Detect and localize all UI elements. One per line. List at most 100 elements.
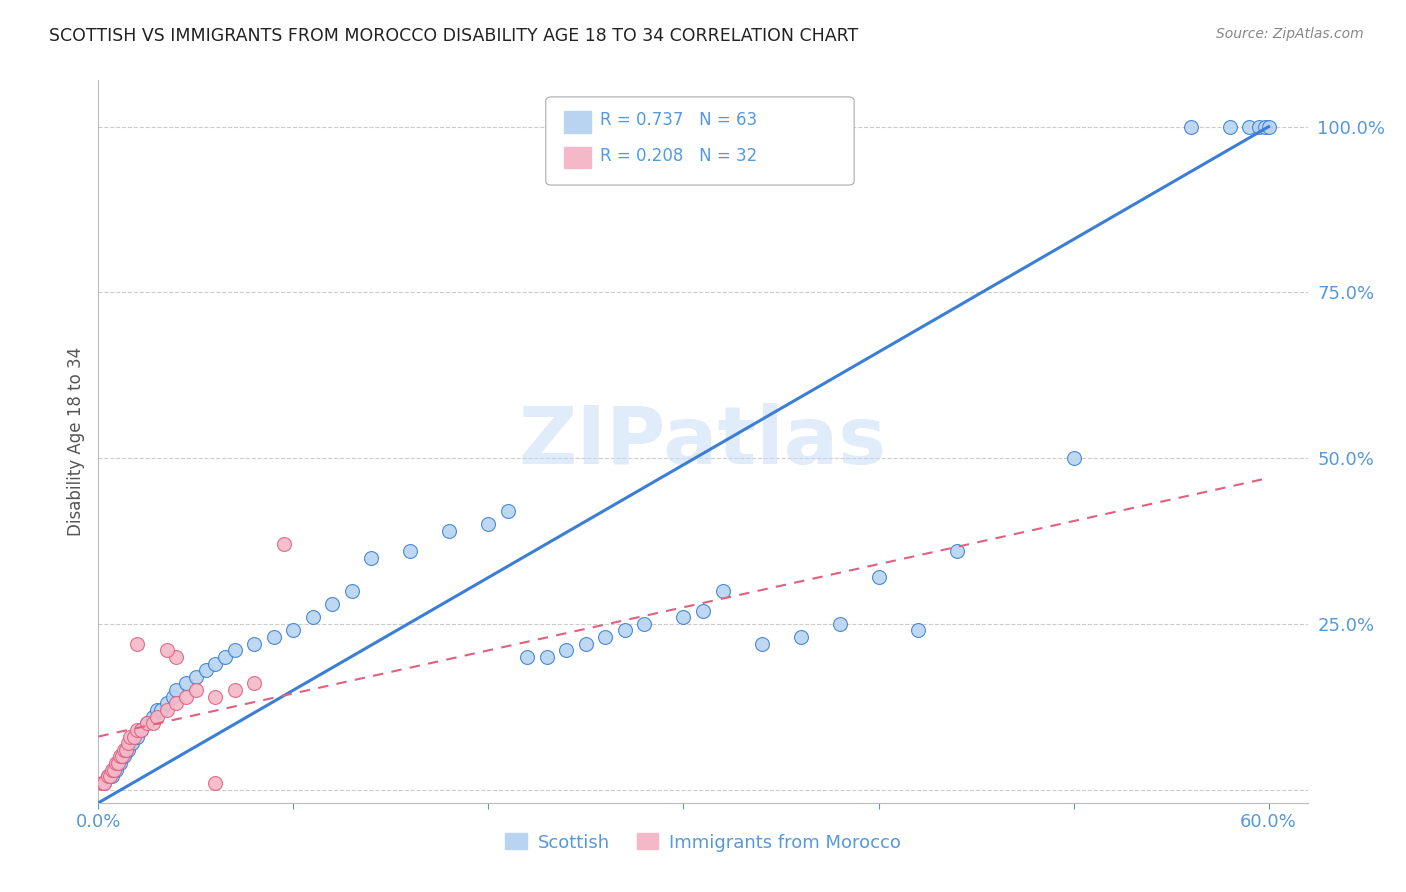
Point — [614, 624, 637, 638]
Point — [127, 637, 149, 651]
Point — [131, 723, 153, 737]
Point — [118, 730, 141, 744]
Point — [108, 749, 131, 764]
Point — [340, 583, 363, 598]
Point — [1257, 120, 1279, 134]
Point — [174, 690, 197, 704]
Point — [243, 676, 266, 690]
Y-axis label: Disability Age 18 to 34: Disability Age 18 to 34 — [66, 347, 84, 536]
Point — [114, 743, 136, 757]
Text: R = 0.737   N = 63: R = 0.737 N = 63 — [600, 111, 758, 129]
Point — [224, 683, 246, 698]
Point — [1063, 451, 1085, 466]
Point — [108, 756, 131, 770]
Point — [93, 776, 115, 790]
Point — [945, 544, 967, 558]
Point — [204, 776, 226, 790]
Point — [142, 709, 165, 723]
Point — [107, 756, 129, 770]
Point — [692, 603, 714, 617]
Point — [165, 683, 187, 698]
Point — [711, 583, 734, 598]
Point — [633, 616, 655, 631]
Point — [174, 676, 197, 690]
Point — [399, 544, 422, 558]
Point — [165, 697, 187, 711]
Point — [121, 736, 143, 750]
Point — [751, 637, 773, 651]
Point — [321, 597, 343, 611]
Point — [204, 657, 226, 671]
Point — [118, 736, 141, 750]
Point — [103, 763, 125, 777]
Point — [101, 769, 124, 783]
Point — [516, 650, 538, 665]
Point — [204, 690, 226, 704]
Point — [156, 643, 179, 657]
Point — [184, 683, 207, 698]
Point — [111, 749, 134, 764]
Point — [104, 763, 127, 777]
Point — [112, 743, 135, 757]
Point — [243, 637, 266, 651]
Point — [111, 749, 134, 764]
Point — [496, 504, 519, 518]
Point — [595, 630, 617, 644]
Point — [263, 630, 285, 644]
Point — [122, 730, 145, 744]
Point — [97, 769, 120, 783]
Point — [439, 524, 461, 538]
Point — [360, 550, 382, 565]
Point — [156, 697, 179, 711]
Point — [907, 624, 929, 638]
Point — [97, 769, 120, 783]
Point — [1247, 120, 1270, 134]
Text: ZIPatlas: ZIPatlas — [519, 402, 887, 481]
Point — [477, 517, 499, 532]
Point — [162, 690, 184, 704]
Point — [214, 650, 236, 665]
Point — [127, 730, 149, 744]
Point — [536, 650, 558, 665]
Point — [146, 709, 169, 723]
Point — [1180, 120, 1202, 134]
Point — [117, 736, 139, 750]
Text: SCOTTISH VS IMMIGRANTS FROM MOROCCO DISABILITY AGE 18 TO 34 CORRELATION CHART: SCOTTISH VS IMMIGRANTS FROM MOROCCO DISA… — [49, 27, 859, 45]
Point — [114, 743, 136, 757]
Point — [575, 637, 598, 651]
Point — [273, 537, 295, 551]
Point — [149, 703, 172, 717]
Point — [184, 670, 207, 684]
Point — [302, 610, 325, 624]
Point — [93, 776, 115, 790]
Point — [1219, 120, 1241, 134]
FancyBboxPatch shape — [546, 97, 855, 185]
Text: R = 0.208   N = 32: R = 0.208 N = 32 — [600, 147, 758, 165]
Point — [107, 756, 129, 770]
FancyBboxPatch shape — [564, 147, 591, 169]
Point — [165, 650, 187, 665]
Point — [283, 624, 305, 638]
Legend: Scottish, Immigrants from Morocco: Scottish, Immigrants from Morocco — [498, 826, 908, 859]
Point — [136, 716, 159, 731]
Point — [112, 749, 135, 764]
Point — [91, 776, 114, 790]
Point — [789, 630, 811, 644]
Point — [224, 643, 246, 657]
Point — [146, 703, 169, 717]
Point — [136, 716, 159, 731]
Point — [555, 643, 578, 657]
Point — [131, 723, 153, 737]
FancyBboxPatch shape — [564, 112, 591, 133]
Point — [868, 570, 890, 584]
Point — [672, 610, 695, 624]
Point — [98, 769, 121, 783]
Point — [117, 743, 139, 757]
Point — [103, 763, 125, 777]
Point — [194, 663, 217, 677]
Point — [122, 730, 145, 744]
Point — [828, 616, 851, 631]
Point — [104, 756, 127, 770]
Point — [142, 716, 165, 731]
Point — [1237, 120, 1260, 134]
